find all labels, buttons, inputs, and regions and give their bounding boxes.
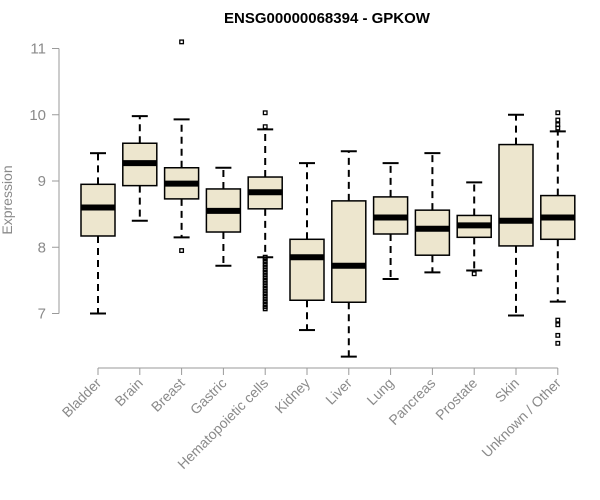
outlier-point [262,110,268,116]
outlier-point [262,124,268,130]
x-tick-label: Unknown / Other [478,375,564,461]
y-tick-label: 9 [38,173,46,190]
outlier-point [262,296,268,302]
iqr-box [289,238,325,302]
outlier-point [262,306,268,312]
box-unknown-other [540,110,576,346]
outlier-point [262,264,268,270]
iqr-box [331,200,367,303]
box-gastric [205,166,242,267]
y-tick-label: 7 [38,306,46,323]
outlier-point [179,39,185,45]
outlier-point [262,280,268,286]
x-tick-label: Lung [363,375,396,408]
outlier-point [262,299,268,305]
outlier-point [262,259,268,265]
box-hematopoietic-cells [247,110,283,312]
box-pancreas [414,152,451,274]
outlier-point [262,256,268,262]
outlier-point [555,125,561,131]
box-breast [163,39,200,254]
outlier-point [262,262,268,267]
outlier-point [262,269,268,275]
iqr-box [414,209,451,256]
box-prostate [456,181,492,277]
x-tick-label: Kidney [272,375,314,417]
iqr-box [498,143,534,247]
outlier-point [555,332,561,338]
y-tick-label: 11 [30,41,46,58]
box-lung [372,162,409,281]
x-tick-label: Bladder [59,375,105,421]
outlier-point [262,291,268,297]
chart-title: ENSG00000068394 - GPKOW [224,10,431,27]
x-tick-label: Prostate [432,375,480,423]
y-tick-label: 8 [38,239,46,256]
y-axis-label: Expression [0,165,15,234]
outlier-point [262,293,268,299]
x-tick-label: Brain [111,375,145,409]
x-tick-label: Liver [322,375,355,408]
outlier-point [471,271,477,277]
outlier-point [262,277,268,283]
outlier-point [262,275,268,281]
outlier-point [262,267,268,273]
boxes-layer [80,39,576,358]
y-tick-label: 10 [29,107,46,124]
outlier-point [555,110,561,116]
outlier-point [555,322,561,328]
x-tick-label: Skin [492,375,523,406]
box-kidney [289,162,325,332]
outlier-point [262,283,268,289]
outlier-point [555,317,561,323]
outlier-point [262,301,268,307]
outlier-point [179,248,185,254]
box-liver [331,150,367,358]
box-skin [498,113,534,317]
outlier-point [555,340,561,346]
box-brain [122,115,158,222]
outlier-point [555,117,561,123]
y-axis: 7 8 9 10 11 [29,41,60,323]
box-bladder [80,152,116,315]
outlier-point [262,285,268,291]
outlier-point [262,288,268,294]
x-tick-label: Breast [148,375,188,415]
outlier-point [262,272,268,278]
